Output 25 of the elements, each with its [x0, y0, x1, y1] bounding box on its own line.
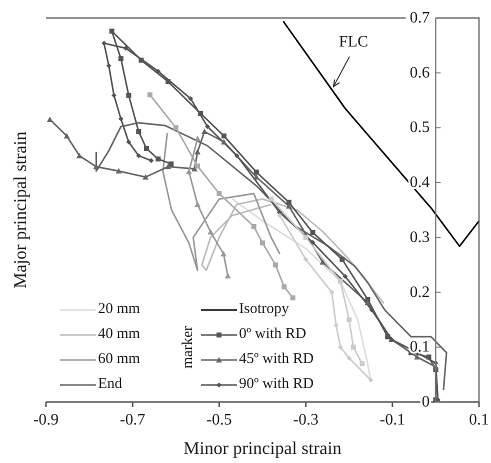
y-tick-label: 0.2 [410, 284, 430, 301]
legend-label: 0º with RD [239, 326, 306, 343]
y-tick-label: 0.1 [410, 338, 430, 356]
annotation: FLC [338, 34, 368, 51]
legend-label: 45º with RD [239, 351, 314, 368]
legend-label: 20 mm [98, 301, 140, 318]
y-axis-title: Major principal strain [10, 132, 30, 288]
x-tick-label: 0.1 [469, 411, 489, 428]
x-tick-label: -0.5 [206, 411, 232, 428]
legend-label: End [98, 376, 122, 393]
legend-title: marker [180, 326, 197, 368]
x-tick-label: -0.1 [380, 411, 406, 428]
y-tick-label: 0.4 [410, 174, 430, 192]
legend-label: 40 mm [98, 326, 140, 343]
x-tick-label: -0.7 [120, 411, 146, 428]
y-tick-label: 0.5 [410, 119, 430, 136]
y-tick-label: 0.6 [410, 64, 430, 82]
legend-label: 90º with RD [239, 376, 314, 393]
legend-label: 60 mm [98, 351, 140, 368]
x-tick-label: -0.9 [33, 411, 59, 428]
x-axis-title: Minor principal strain [184, 438, 342, 458]
x-tick-label: -0.3 [293, 411, 318, 428]
y-tick-label: 0.7 [410, 10, 430, 26]
legend-label: Isotropy [239, 301, 289, 318]
y-tick-label: 0.3 [410, 228, 430, 246]
